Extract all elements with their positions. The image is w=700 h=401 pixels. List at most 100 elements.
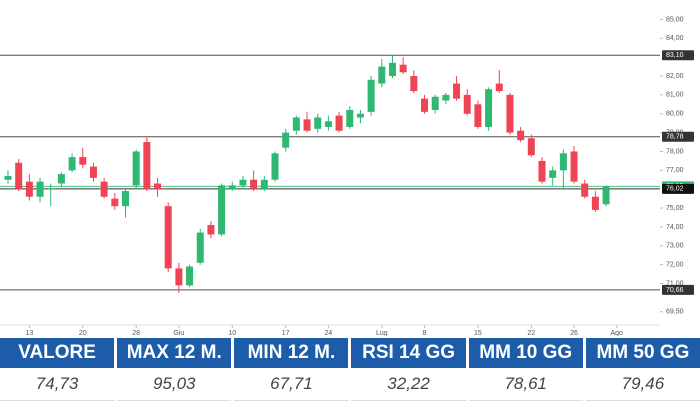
y-tick-label: 74,00 <box>666 224 684 231</box>
candle-body <box>506 94 514 133</box>
y-tick-label: 69,50 <box>666 309 684 316</box>
candle-body <box>111 198 119 207</box>
candle-body <box>132 151 140 186</box>
y-tick-label: 80,00 <box>666 111 684 118</box>
x-tick-label: 17 <box>282 330 290 336</box>
price-tag <box>662 131 694 142</box>
x-tick-label: Lug <box>376 330 388 336</box>
price-tag <box>662 284 694 295</box>
y-tick-label: 84,00 <box>666 35 684 42</box>
candle-body <box>378 66 386 84</box>
table-header: MM 50 GG <box>585 338 700 368</box>
candle-body <box>121 191 129 207</box>
candle-body <box>15 162 23 190</box>
y-tick-label: 85,00 <box>666 16 684 23</box>
candle-body <box>250 179 258 190</box>
candle-body <box>196 232 204 263</box>
candle-body <box>228 185 236 190</box>
candle-body <box>57 174 65 184</box>
candle-body <box>463 94 471 114</box>
candle-body <box>89 166 97 178</box>
candle-body <box>517 130 525 141</box>
table-value: 32,22 <box>351 368 466 401</box>
candle-body <box>25 181 33 197</box>
x-tick-label: 8 <box>423 330 427 336</box>
x-tick-label: 20 <box>79 330 87 336</box>
table-value: 67,71 <box>234 368 349 401</box>
candle-body <box>431 96 439 110</box>
y-tick-label: 73,00 <box>666 243 684 250</box>
table-header: MIN 12 M. <box>234 338 349 368</box>
price-tag <box>662 183 694 194</box>
candle-body <box>335 115 343 131</box>
candle-body <box>292 117 300 131</box>
candle-body <box>303 119 311 131</box>
candle-body <box>207 225 215 235</box>
price-tag-label: 76,02 <box>666 186 684 193</box>
y-tick-label: 75,00 <box>666 205 684 212</box>
candle-body <box>591 196 599 210</box>
candle-body <box>100 181 108 197</box>
y-tick-label: 78,00 <box>666 148 684 155</box>
candle-body <box>581 183 589 197</box>
candle-body <box>271 153 279 180</box>
y-tick-label: 77,00 <box>666 167 684 174</box>
price-tag-label: 83,10 <box>666 52 684 59</box>
candle-body <box>527 138 535 156</box>
candle-body <box>4 175 12 180</box>
candle-body <box>570 151 578 182</box>
x-tick-label: 13 <box>25 330 33 336</box>
candle-body <box>68 157 76 171</box>
candle-body <box>154 183 162 190</box>
candle-body <box>36 181 44 197</box>
y-tick-label: 72,00 <box>666 261 684 268</box>
candle-body <box>453 83 461 99</box>
candle-body <box>538 160 546 182</box>
table-value: 95,03 <box>117 368 232 401</box>
table-value: 78,61 <box>468 368 583 401</box>
candle-body <box>79 157 87 165</box>
y-tick-label: 82,00 <box>666 73 684 80</box>
table-header: MAX 12 M. <box>117 338 232 368</box>
candle-body <box>324 121 332 127</box>
candle-body <box>186 266 194 286</box>
candle-body <box>260 179 268 190</box>
candle-body <box>282 132 290 148</box>
x-tick-label: 26 <box>570 330 578 336</box>
stats-table: VALORE MAX 12 M. MIN 12 M. RSI 14 GG MM 10 G… <box>0 338 700 401</box>
candle-body <box>47 188 55 190</box>
candle-body <box>218 185 226 235</box>
candle-body <box>356 113 364 118</box>
table-header: RSI 14 GG <box>351 338 466 368</box>
candle-body <box>175 268 183 286</box>
x-tick-label: Giu <box>173 330 184 336</box>
price-tag <box>662 50 694 61</box>
table-value: 74,73 <box>0 368 115 401</box>
candle-body <box>602 186 610 205</box>
x-tick-label: 28 <box>132 330 140 336</box>
x-tick-label: 24 <box>324 330 332 336</box>
x-tick-label: 10 <box>228 330 236 336</box>
table-header: MM 10 GG <box>468 338 583 368</box>
candle-body <box>367 79 375 112</box>
candle-body <box>143 142 151 190</box>
candle-body <box>495 83 503 92</box>
chart: 85,0084,0082,0081,0080,0079,0078,0077,00… <box>0 16 694 336</box>
candle-body <box>410 76 418 92</box>
x-tick-label: Ago <box>611 330 624 336</box>
y-tick-label: 71,00 <box>666 280 684 287</box>
x-tick-label: 15 <box>474 330 482 336</box>
price-tag-label: 78,78 <box>666 134 684 141</box>
candle-body <box>559 153 567 171</box>
candle-body <box>421 98 429 112</box>
candle-body <box>346 109 354 127</box>
table-header: VALORE <box>0 338 115 368</box>
candle-body <box>239 179 247 186</box>
candle-body <box>485 89 493 127</box>
candle-body <box>474 104 482 127</box>
candle-body <box>442 94 450 101</box>
table-value: 79,46 <box>585 368 700 401</box>
candle-body <box>164 206 172 269</box>
candle-body <box>314 117 322 129</box>
